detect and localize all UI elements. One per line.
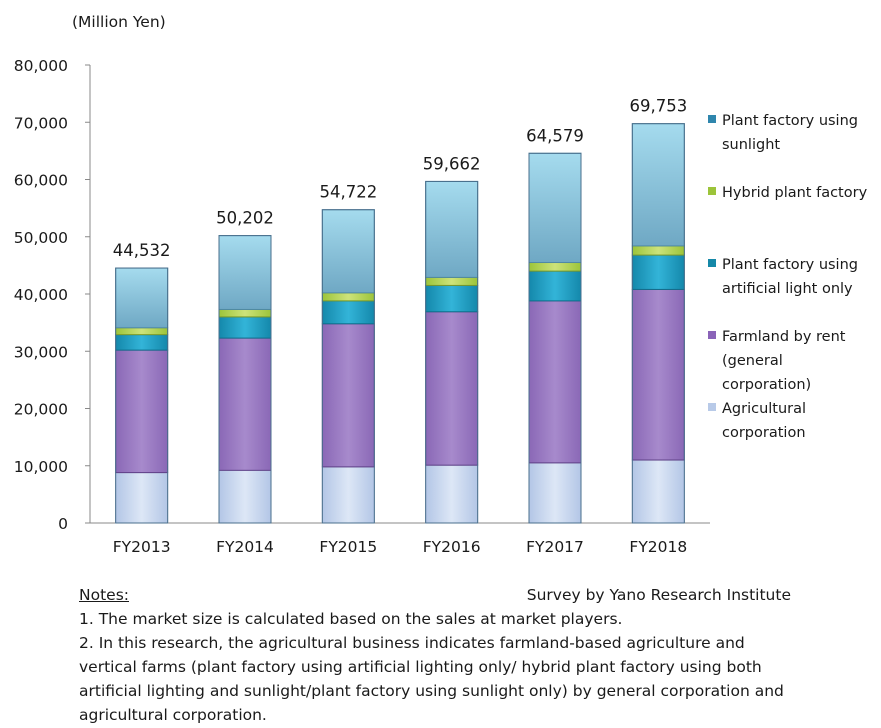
- y-axis-unit-label: (Million Yen): [72, 13, 166, 31]
- x-tick-label: FY2015: [319, 538, 377, 556]
- bar-segment-hybrid: [218, 308, 272, 318]
- bar-segment-hybrid: [425, 276, 479, 286]
- x-tick-label: FY2018: [629, 538, 687, 556]
- bar-outline: [425, 180, 479, 524]
- total-labels: 44,532 50,202 54,722 59,662 64,579 69,753: [113, 97, 687, 260]
- bar-segment-agricultural: [425, 464, 479, 524]
- bar-segment-artificial: [115, 334, 169, 351]
- bar-segment-farmland: [425, 311, 479, 466]
- bar-segment-hybrid: [528, 262, 582, 272]
- bar-segment-artificial: [528, 270, 582, 302]
- x-tick-label: FY2017: [526, 538, 584, 556]
- notes-header: Notes: Survey by Yano Research Institute: [79, 583, 799, 607]
- bar-outline: [218, 235, 272, 524]
- bar-segment-hybrid: [321, 292, 375, 302]
- bar-segment-sunlight: [528, 152, 582, 264]
- bar-segment-farmland: [321, 323, 375, 468]
- y-tick-label: 20,000: [14, 401, 68, 419]
- bar-segment-farmland: [528, 300, 582, 464]
- x-tick-label: FY2013: [113, 538, 171, 556]
- bar-outline: [321, 209, 375, 524]
- y-tick-label: 30,000: [14, 343, 68, 361]
- source-credit: Survey by Yano Research Institute: [526, 586, 791, 604]
- notes: Notes: Survey by Yano Research Institute…: [79, 583, 799, 727]
- y-tick-label: 40,000: [14, 286, 68, 304]
- bar-segment-artificial: [321, 300, 375, 325]
- bars: [115, 123, 685, 524]
- x-tick-label: FY2014: [216, 538, 274, 556]
- bar-segment-agricultural: [631, 459, 685, 524]
- bar-segment-farmland: [218, 337, 272, 471]
- bar-outline: [115, 267, 169, 524]
- bar-outline: [631, 123, 685, 524]
- bar-segment-sunlight: [321, 209, 375, 294]
- y-tick-label: 50,000: [14, 229, 68, 247]
- bar-segment-artificial: [425, 284, 479, 313]
- x-tick-label: FY2016: [423, 538, 481, 556]
- total-label: 54,722: [319, 183, 377, 202]
- bar-segment-sunlight: [425, 180, 479, 278]
- y-tick-label: 60,000: [14, 172, 68, 190]
- total-label: 44,532: [113, 241, 171, 260]
- bar-segment-farmland: [631, 288, 685, 461]
- note-2: 2. In this research, the agricultural bu…: [79, 634, 784, 724]
- bar-segment-agricultural: [218, 469, 272, 524]
- bar-segment-hybrid: [115, 327, 169, 336]
- x-axis-labels: FY2013 FY2014 FY2015 FY2016 FY2017 FY2018: [113, 538, 688, 556]
- bar-segment-sunlight: [115, 267, 169, 329]
- total-label: 50,202: [216, 209, 274, 228]
- total-label: 69,753: [629, 97, 687, 116]
- bar-segment-artificial: [631, 254, 685, 290]
- y-tick-label: 0: [58, 515, 68, 533]
- total-label: 59,662: [423, 154, 481, 173]
- bar-segment-agricultural: [321, 466, 375, 524]
- y-axis: 0 10,000 20,000 30,000 40,000 50,000 60,000 70,…: [14, 57, 710, 533]
- bar-segment-artificial: [218, 316, 272, 339]
- bar-segment-agricultural: [528, 462, 582, 524]
- total-label: 64,579: [526, 126, 584, 145]
- bar-segment-hybrid: [631, 245, 685, 256]
- bar-segment-agricultural: [115, 472, 169, 524]
- y-tick-label: 80,000: [14, 57, 68, 75]
- notes-label: Notes:: [79, 586, 129, 604]
- bar-segment-farmland: [115, 349, 169, 474]
- note-1: 1. The market size is calculated based o…: [79, 610, 623, 628]
- y-tick-label: 70,000: [14, 114, 68, 132]
- bar-outline: [528, 152, 582, 524]
- stacked-bar-chart: (Million Yen) 0 10,000 20,000 30,000 40,000 5…: [14, 13, 710, 556]
- bar-segment-sunlight: [218, 235, 272, 310]
- bar-segment-sunlight: [631, 123, 685, 247]
- y-tick-label: 10,000: [14, 458, 68, 476]
